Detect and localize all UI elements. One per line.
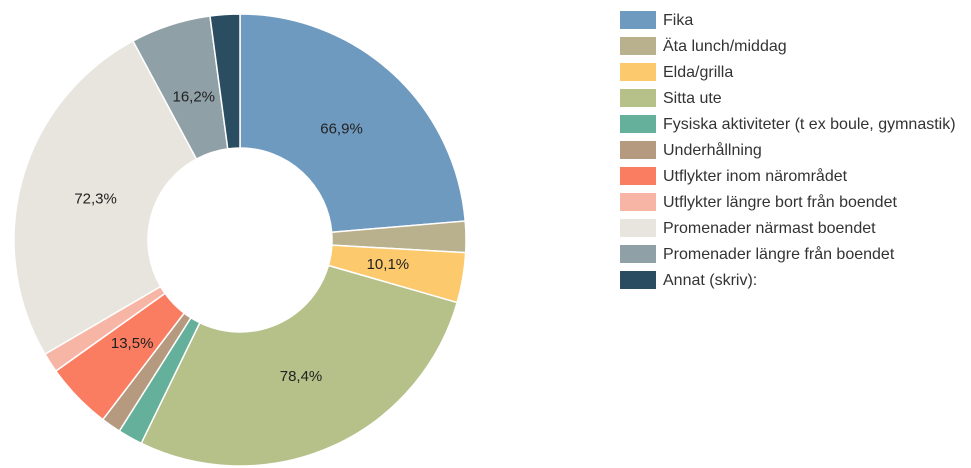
slice-label: 78,4% [280,368,323,385]
legend-item: Fika [620,10,965,31]
legend-swatch [620,89,656,107]
legend-swatch [620,141,656,159]
legend-label: Underhållning [663,142,762,159]
legend-label: Annat (skriv): [663,272,758,289]
legend-label: Utflykter längre bort från boendet [663,194,897,211]
slice-label: 10,1% [367,256,410,273]
legend-swatch [620,63,656,81]
chart: 66,9% 10,1% 78,4% 13,5% 72,3% 16,2% [13,13,467,467]
legend-label: Äta lunch/middag [663,38,787,55]
legend-swatch [620,271,656,289]
legend-label: Utflykter inom närområdet [663,168,848,185]
legend-swatch [620,115,656,133]
legend-item: Fysiska aktiviteter (t ex boule, gymnast… [620,114,965,135]
slice [13,39,198,356]
slice-label: 13,5% [111,335,154,352]
legend-swatch [620,193,656,211]
slice-label: 72,3% [74,190,117,207]
legend-item: Utflykter inom närområdet [620,166,965,187]
slice [140,264,459,467]
legend-label: Promenader längre från boendet [663,246,895,263]
legend-swatch [620,245,656,263]
legend-swatch [620,219,656,237]
legend-item: Underhållning [620,140,965,161]
legend-item: Utflykter längre bort från boendet [620,192,965,213]
legend-item: Sitta ute [620,88,965,109]
legend-item: Promenader längre från boendet [620,244,965,265]
legend-label: Sitta ute [663,90,722,107]
legend-item: Promenader närmast boendet [620,218,965,239]
slice-label: 16,2% [172,88,215,105]
legend-item: Elda/grilla [620,62,965,83]
legend-swatch [620,167,656,185]
legend-swatch [620,11,656,29]
legend-label: Elda/grilla [663,64,734,81]
legend-item: Äta lunch/middag [620,36,965,57]
legend: Fika Äta lunch/middag Elda/grilla Sitta ute… [620,10,965,296]
slice [209,13,241,150]
slice-label: 66,9% [320,121,363,138]
legend-swatch [620,37,656,55]
legend-label: Fysiska aktiviteter (t ex boule, gymnast… [663,116,956,133]
legend-label: Promenader närmast boendet [663,220,876,237]
legend-item: Annat (skriv): [620,270,965,291]
slice [239,13,467,234]
legend-label: Fika [663,12,694,29]
